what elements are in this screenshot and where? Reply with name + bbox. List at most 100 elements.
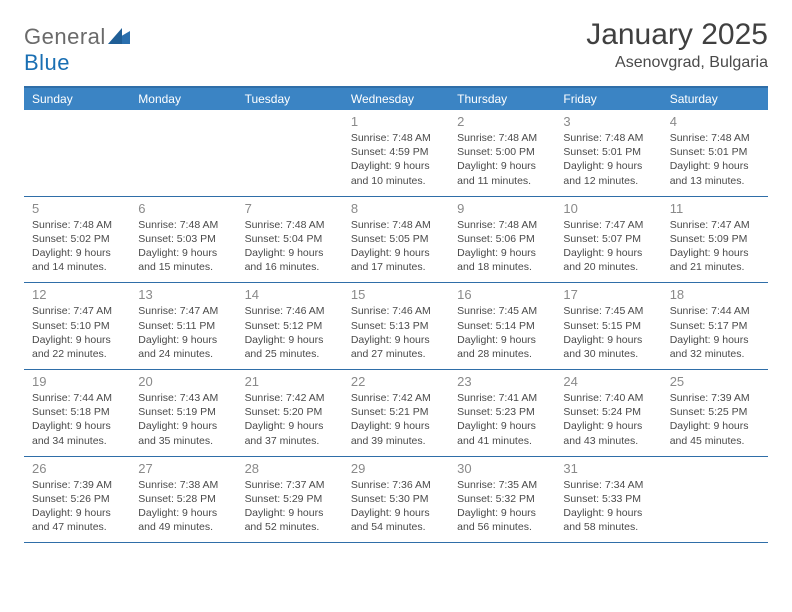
- brand-blue: Blue: [24, 50, 70, 75]
- day-cell: 10Sunrise: 7:47 AMSunset: 5:07 PMDayligh…: [555, 197, 661, 283]
- day-cell: 29Sunrise: 7:36 AMSunset: 5:30 PMDayligh…: [343, 457, 449, 543]
- day-cell: 13 Sunrise: 7:47 AMSunset: 5:11 PMDayligh…: [130, 283, 236, 369]
- day-info: Sunrise: 7:41 AMSunset: 5:23 PMDaylight:…: [457, 391, 547, 448]
- day-info: Sunrise: 7:35 AMSunset: 5:32 PMDaylight:…: [457, 478, 547, 535]
- day-cell: 14 Sunrise: 7:46 AMSunset: 5:12 PMDayligh…: [237, 283, 343, 369]
- day-info: Sunrise: 7:48 AMSunset: 5:04 PMDaylight:…: [245, 218, 335, 275]
- day-info: Sunrise: 7:44 AMSunset: 5:17 PMDaylight:…: [670, 304, 760, 361]
- day-cell: 4Sunrise: 7:48 AMSunset: 5:01 PMDaylight…: [662, 110, 768, 196]
- day-cell: 18Sunrise: 7:44 AMSunset: 5:17 PMDayligh…: [662, 283, 768, 369]
- day-number: 31: [563, 461, 653, 476]
- day-cell: 7 Sunrise: 7:48 AMSunset: 5:04 PMDaylight…: [237, 197, 343, 283]
- day-info: Sunrise: 7:38 AMSunset: 5:28 PMDaylight:…: [138, 478, 228, 535]
- day-header-row: SundayMondayTuesdayWednesdayThursdayFrid…: [24, 88, 768, 110]
- day-info: Sunrise: 7:48 AMSunset: 5:05 PMDaylight:…: [351, 218, 441, 275]
- day-info: Sunrise: 7:47 AMSunset: 5:09 PMDaylight:…: [670, 218, 760, 275]
- day-info: Sunrise: 7:34 AMSunset: 5:33 PMDaylight:…: [563, 478, 653, 535]
- day-number: 24: [563, 374, 653, 389]
- calendar-grid: SundayMondayTuesdayWednesdayThursdayFrid…: [24, 86, 768, 543]
- day-cell: 22 Sunrise: 7:42 AMSunset: 5:21 PMDayligh…: [343, 370, 449, 456]
- day-number: 20: [138, 374, 228, 389]
- day-number: 29: [351, 461, 441, 476]
- day-cell: 17Sunrise: 7:45 AMSunset: 5:15 PMDayligh…: [555, 283, 661, 369]
- day-number: 26: [32, 461, 122, 476]
- day-info: Sunrise: 7:48 AMSunset: 5:03 PMDaylight:…: [138, 218, 228, 275]
- empty-day: [237, 110, 343, 196]
- day-info: Sunrise: 7:43 AMSunset: 5:19 PMDaylight:…: [138, 391, 228, 448]
- day-number: 27: [138, 461, 228, 476]
- day-cell: 19Sunrise: 7:44 AMSunset: 5:18 PMDayligh…: [24, 370, 130, 456]
- day-number: 2: [457, 114, 547, 129]
- day-cell: 8 Sunrise: 7:48 AMSunset: 5:05 PMDaylight…: [343, 197, 449, 283]
- day-header: Thursday: [449, 88, 555, 110]
- day-number: 21: [245, 374, 335, 389]
- day-number: 16: [457, 287, 547, 302]
- day-header: Tuesday: [237, 88, 343, 110]
- day-info: Sunrise: 7:48 AMSunset: 5:06 PMDaylight:…: [457, 218, 547, 275]
- brand-logo: GeneralBlue: [24, 24, 130, 76]
- day-info: Sunrise: 7:48 AMSunset: 5:02 PMDaylight:…: [32, 218, 122, 275]
- day-cell: 2 Sunrise: 7:48 AMSunset: 5:00 PMDaylight…: [449, 110, 555, 196]
- day-info: Sunrise: 7:42 AMSunset: 5:20 PMDaylight:…: [245, 391, 335, 448]
- day-number: 8: [351, 201, 441, 216]
- day-cell: 1Sunrise: 7:48 AMSunset: 4:59 PMDaylight…: [343, 110, 449, 196]
- day-cell: 12 Sunrise: 7:47 AMSunset: 5:10 PMDayligh…: [24, 283, 130, 369]
- day-info: Sunrise: 7:39 AMSunset: 5:26 PMDaylight:…: [32, 478, 122, 535]
- day-cell: 21 Sunrise: 7:42 AMSunset: 5:20 PMDayligh…: [237, 370, 343, 456]
- week-row: 1Sunrise: 7:48 AMSunset: 4:59 PMDaylight…: [24, 110, 768, 197]
- day-number: 23: [457, 374, 547, 389]
- day-number: 15: [351, 287, 441, 302]
- calendar-page: GeneralBlue January 2025 Asenovgrad, Bul…: [0, 0, 792, 543]
- day-info: Sunrise: 7:42 AMSunset: 5:21 PMDaylight:…: [351, 391, 441, 448]
- day-number: 9: [457, 201, 547, 216]
- day-cell: 5 Sunrise: 7:48 AMSunset: 5:02 PMDaylight…: [24, 197, 130, 283]
- day-number: 13: [138, 287, 228, 302]
- day-info: Sunrise: 7:45 AMSunset: 5:15 PMDaylight:…: [563, 304, 653, 361]
- day-cell: 25Sunrise: 7:39 AMSunset: 5:25 PMDayligh…: [662, 370, 768, 456]
- month-title: January 2025: [586, 18, 768, 52]
- day-info: Sunrise: 7:47 AMSunset: 5:11 PMDaylight:…: [138, 304, 228, 361]
- week-row: 5 Sunrise: 7:48 AMSunset: 5:02 PMDaylight…: [24, 197, 768, 284]
- day-cell: 23 Sunrise: 7:41 AMSunset: 5:23 PMDayligh…: [449, 370, 555, 456]
- brand-general: General: [24, 24, 106, 49]
- day-header: Monday: [130, 88, 236, 110]
- day-cell: 3 Sunrise: 7:48 AMSunset: 5:01 PMDaylight…: [555, 110, 661, 196]
- day-info: Sunrise: 7:48 AMSunset: 5:01 PMDaylight:…: [563, 131, 653, 188]
- day-number: 25: [670, 374, 760, 389]
- day-header: Saturday: [662, 88, 768, 110]
- day-header: Wednesday: [343, 88, 449, 110]
- brand-mark-icon: [108, 24, 130, 50]
- day-number: 28: [245, 461, 335, 476]
- day-number: 14: [245, 287, 335, 302]
- day-number: 19: [32, 374, 122, 389]
- day-info: Sunrise: 7:47 AMSunset: 5:07 PMDaylight:…: [563, 218, 653, 275]
- day-number: 11: [670, 201, 760, 216]
- day-cell: 16Sunrise: 7:45 AMSunset: 5:14 PMDayligh…: [449, 283, 555, 369]
- day-number: 5: [32, 201, 122, 216]
- location-label: Asenovgrad, Bulgaria: [586, 54, 768, 72]
- title-block: January 2025 Asenovgrad, Bulgaria: [586, 18, 768, 72]
- day-cell: 24Sunrise: 7:40 AMSunset: 5:24 PMDayligh…: [555, 370, 661, 456]
- day-info: Sunrise: 7:47 AMSunset: 5:10 PMDaylight:…: [32, 304, 122, 361]
- day-number: 12: [32, 287, 122, 302]
- day-number: 3: [563, 114, 653, 129]
- day-number: 4: [670, 114, 760, 129]
- weeks-container: 1Sunrise: 7:48 AMSunset: 4:59 PMDaylight…: [24, 110, 768, 543]
- page-header: GeneralBlue January 2025 Asenovgrad, Bul…: [24, 18, 768, 76]
- day-info: Sunrise: 7:46 AMSunset: 5:13 PMDaylight:…: [351, 304, 441, 361]
- day-number: 6: [138, 201, 228, 216]
- week-row: 12 Sunrise: 7:47 AMSunset: 5:10 PMDayligh…: [24, 283, 768, 370]
- day-info: Sunrise: 7:48 AMSunset: 5:00 PMDaylight:…: [457, 131, 547, 188]
- empty-day: [130, 110, 236, 196]
- week-row: 26 Sunrise: 7:39 AMSunset: 5:26 PMDayligh…: [24, 457, 768, 544]
- day-number: 30: [457, 461, 547, 476]
- day-info: Sunrise: 7:46 AMSunset: 5:12 PMDaylight:…: [245, 304, 335, 361]
- day-number: 7: [245, 201, 335, 216]
- day-cell: 9 Sunrise: 7:48 AMSunset: 5:06 PMDaylight…: [449, 197, 555, 283]
- week-row: 19Sunrise: 7:44 AMSunset: 5:18 PMDayligh…: [24, 370, 768, 457]
- day-cell: 28Sunrise: 7:37 AMSunset: 5:29 PMDayligh…: [237, 457, 343, 543]
- day-cell: 15 Sunrise: 7:46 AMSunset: 5:13 PMDayligh…: [343, 283, 449, 369]
- day-number: 22: [351, 374, 441, 389]
- day-cell: 30 Sunrise: 7:35 AMSunset: 5:32 PMDayligh…: [449, 457, 555, 543]
- day-cell: 26 Sunrise: 7:39 AMSunset: 5:26 PMDayligh…: [24, 457, 130, 543]
